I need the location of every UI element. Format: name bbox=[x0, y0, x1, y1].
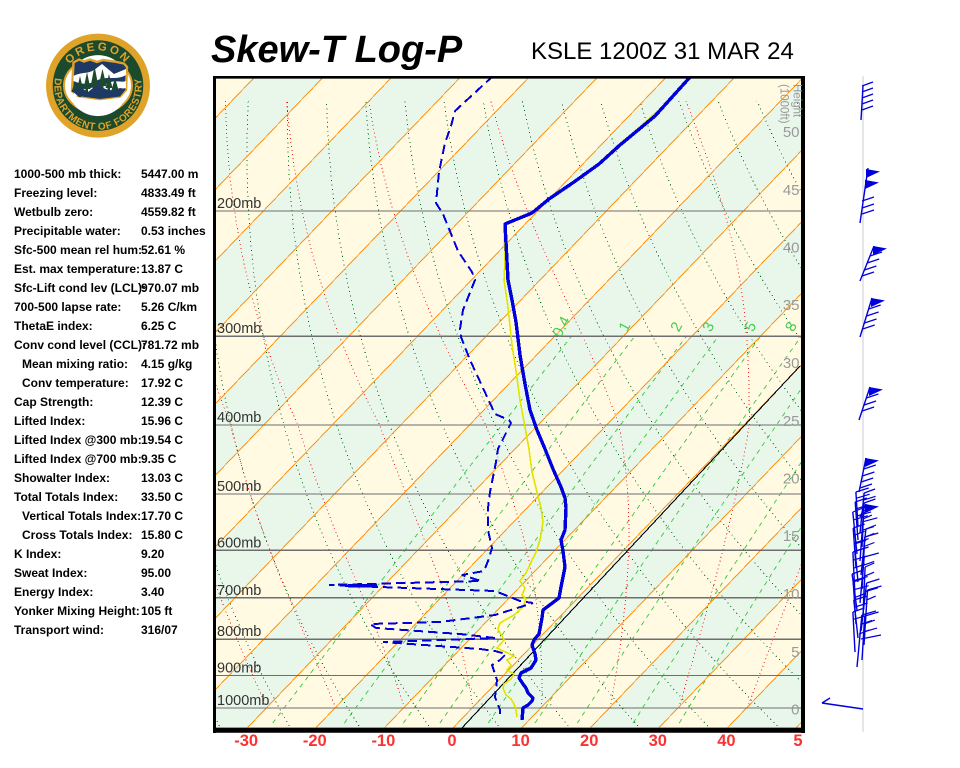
svg-text:(1000ft): (1000ft) bbox=[778, 84, 790, 124]
svg-text:800mb: 800mb bbox=[217, 624, 261, 640]
svg-text:600mb: 600mb bbox=[217, 535, 261, 551]
svg-text:15: 15 bbox=[783, 528, 800, 545]
svg-text:20: 20 bbox=[783, 471, 800, 488]
svg-text:-30: -30 bbox=[234, 732, 258, 750]
svg-text:30: 30 bbox=[649, 732, 667, 750]
svg-text:500mb: 500mb bbox=[217, 479, 261, 495]
svg-text:300mb: 300mb bbox=[217, 321, 261, 337]
svg-text:Height: Height bbox=[791, 84, 803, 118]
svg-text:35: 35 bbox=[783, 297, 800, 314]
svg-text:200mb: 200mb bbox=[217, 196, 261, 212]
svg-text:5: 5 bbox=[791, 644, 799, 661]
svg-text:10: 10 bbox=[511, 732, 529, 750]
svg-text:25: 25 bbox=[783, 413, 800, 430]
svg-text:40: 40 bbox=[717, 732, 735, 750]
svg-text:50: 50 bbox=[783, 124, 800, 141]
svg-text:5: 5 bbox=[793, 732, 802, 750]
svg-text:900mb: 900mb bbox=[217, 661, 261, 677]
svg-text:10: 10 bbox=[783, 586, 800, 603]
svg-text:1000mb: 1000mb bbox=[217, 693, 269, 709]
svg-text:-20: -20 bbox=[303, 732, 327, 750]
svg-text:0: 0 bbox=[447, 732, 456, 750]
svg-text:30: 30 bbox=[783, 355, 800, 372]
svg-text:700mb: 700mb bbox=[217, 583, 261, 599]
svg-text:40: 40 bbox=[783, 240, 800, 257]
svg-text:45: 45 bbox=[783, 182, 800, 199]
svg-text:20: 20 bbox=[580, 732, 598, 750]
svg-text:0: 0 bbox=[791, 702, 799, 719]
svg-text:-10: -10 bbox=[371, 732, 395, 750]
svg-text:400mb: 400mb bbox=[217, 410, 261, 426]
